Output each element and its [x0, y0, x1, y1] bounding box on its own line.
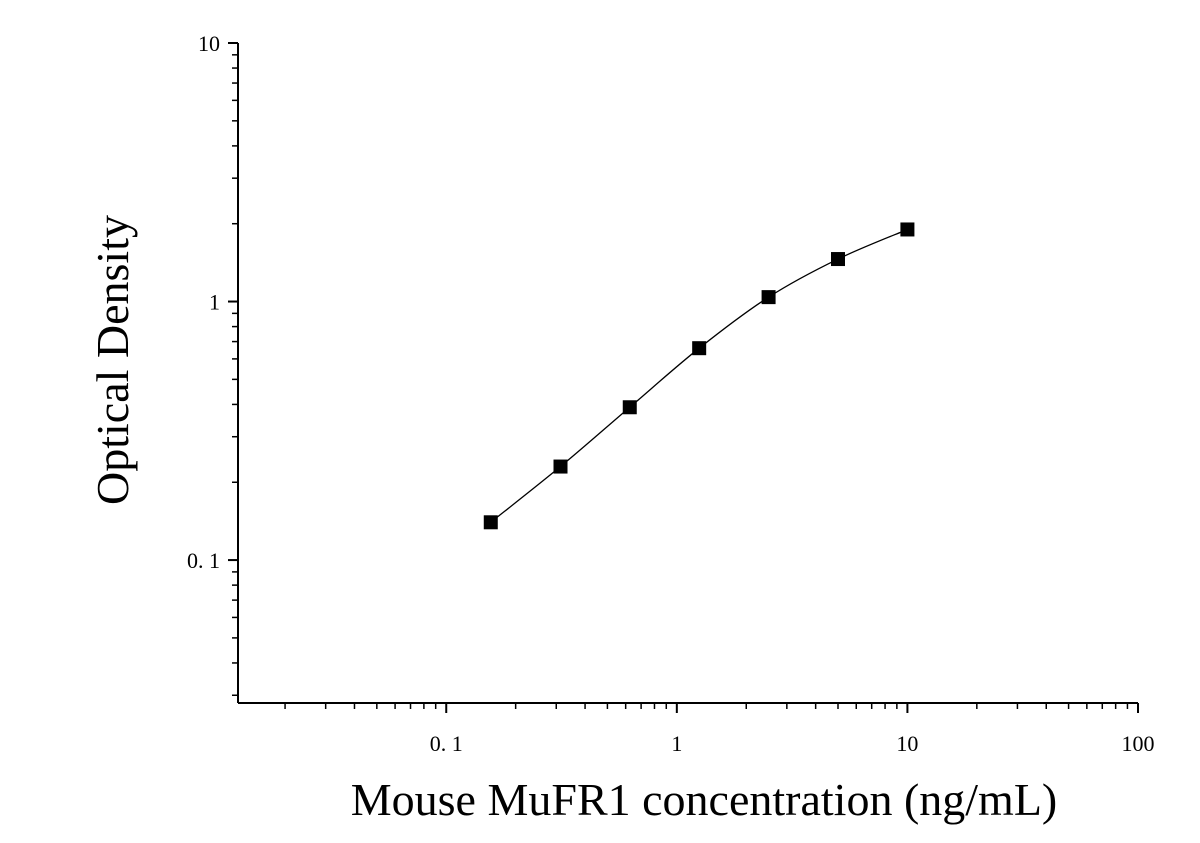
y-tick-label: 1 [209, 290, 220, 315]
data-point [761, 290, 776, 305]
x-tick-label: 10 [896, 731, 918, 756]
x-tick-label: 0. 1 [430, 731, 463, 756]
data-point [692, 341, 707, 356]
x-axis-title: Mouse MuFR1 concentration (ng/mL) [351, 774, 1058, 825]
y-tick-label: 10 [198, 31, 220, 56]
data-point [831, 252, 845, 267]
data-point [900, 222, 915, 237]
data-point [622, 400, 637, 415]
x-tick-label: 1 [671, 731, 682, 756]
fit-curve [490, 228, 908, 523]
x-tick-label: 100 [1122, 731, 1155, 756]
axes: 0. 1 1 10 0. 1 1 10 100 [187, 31, 1155, 756]
data-point [483, 515, 498, 530]
fit-curve-layer [490, 228, 908, 523]
data-point [553, 459, 568, 474]
data-points-layer [483, 222, 915, 530]
y-axis-title: Optical Density [87, 215, 138, 505]
y-tick-label: 0. 1 [187, 548, 220, 573]
